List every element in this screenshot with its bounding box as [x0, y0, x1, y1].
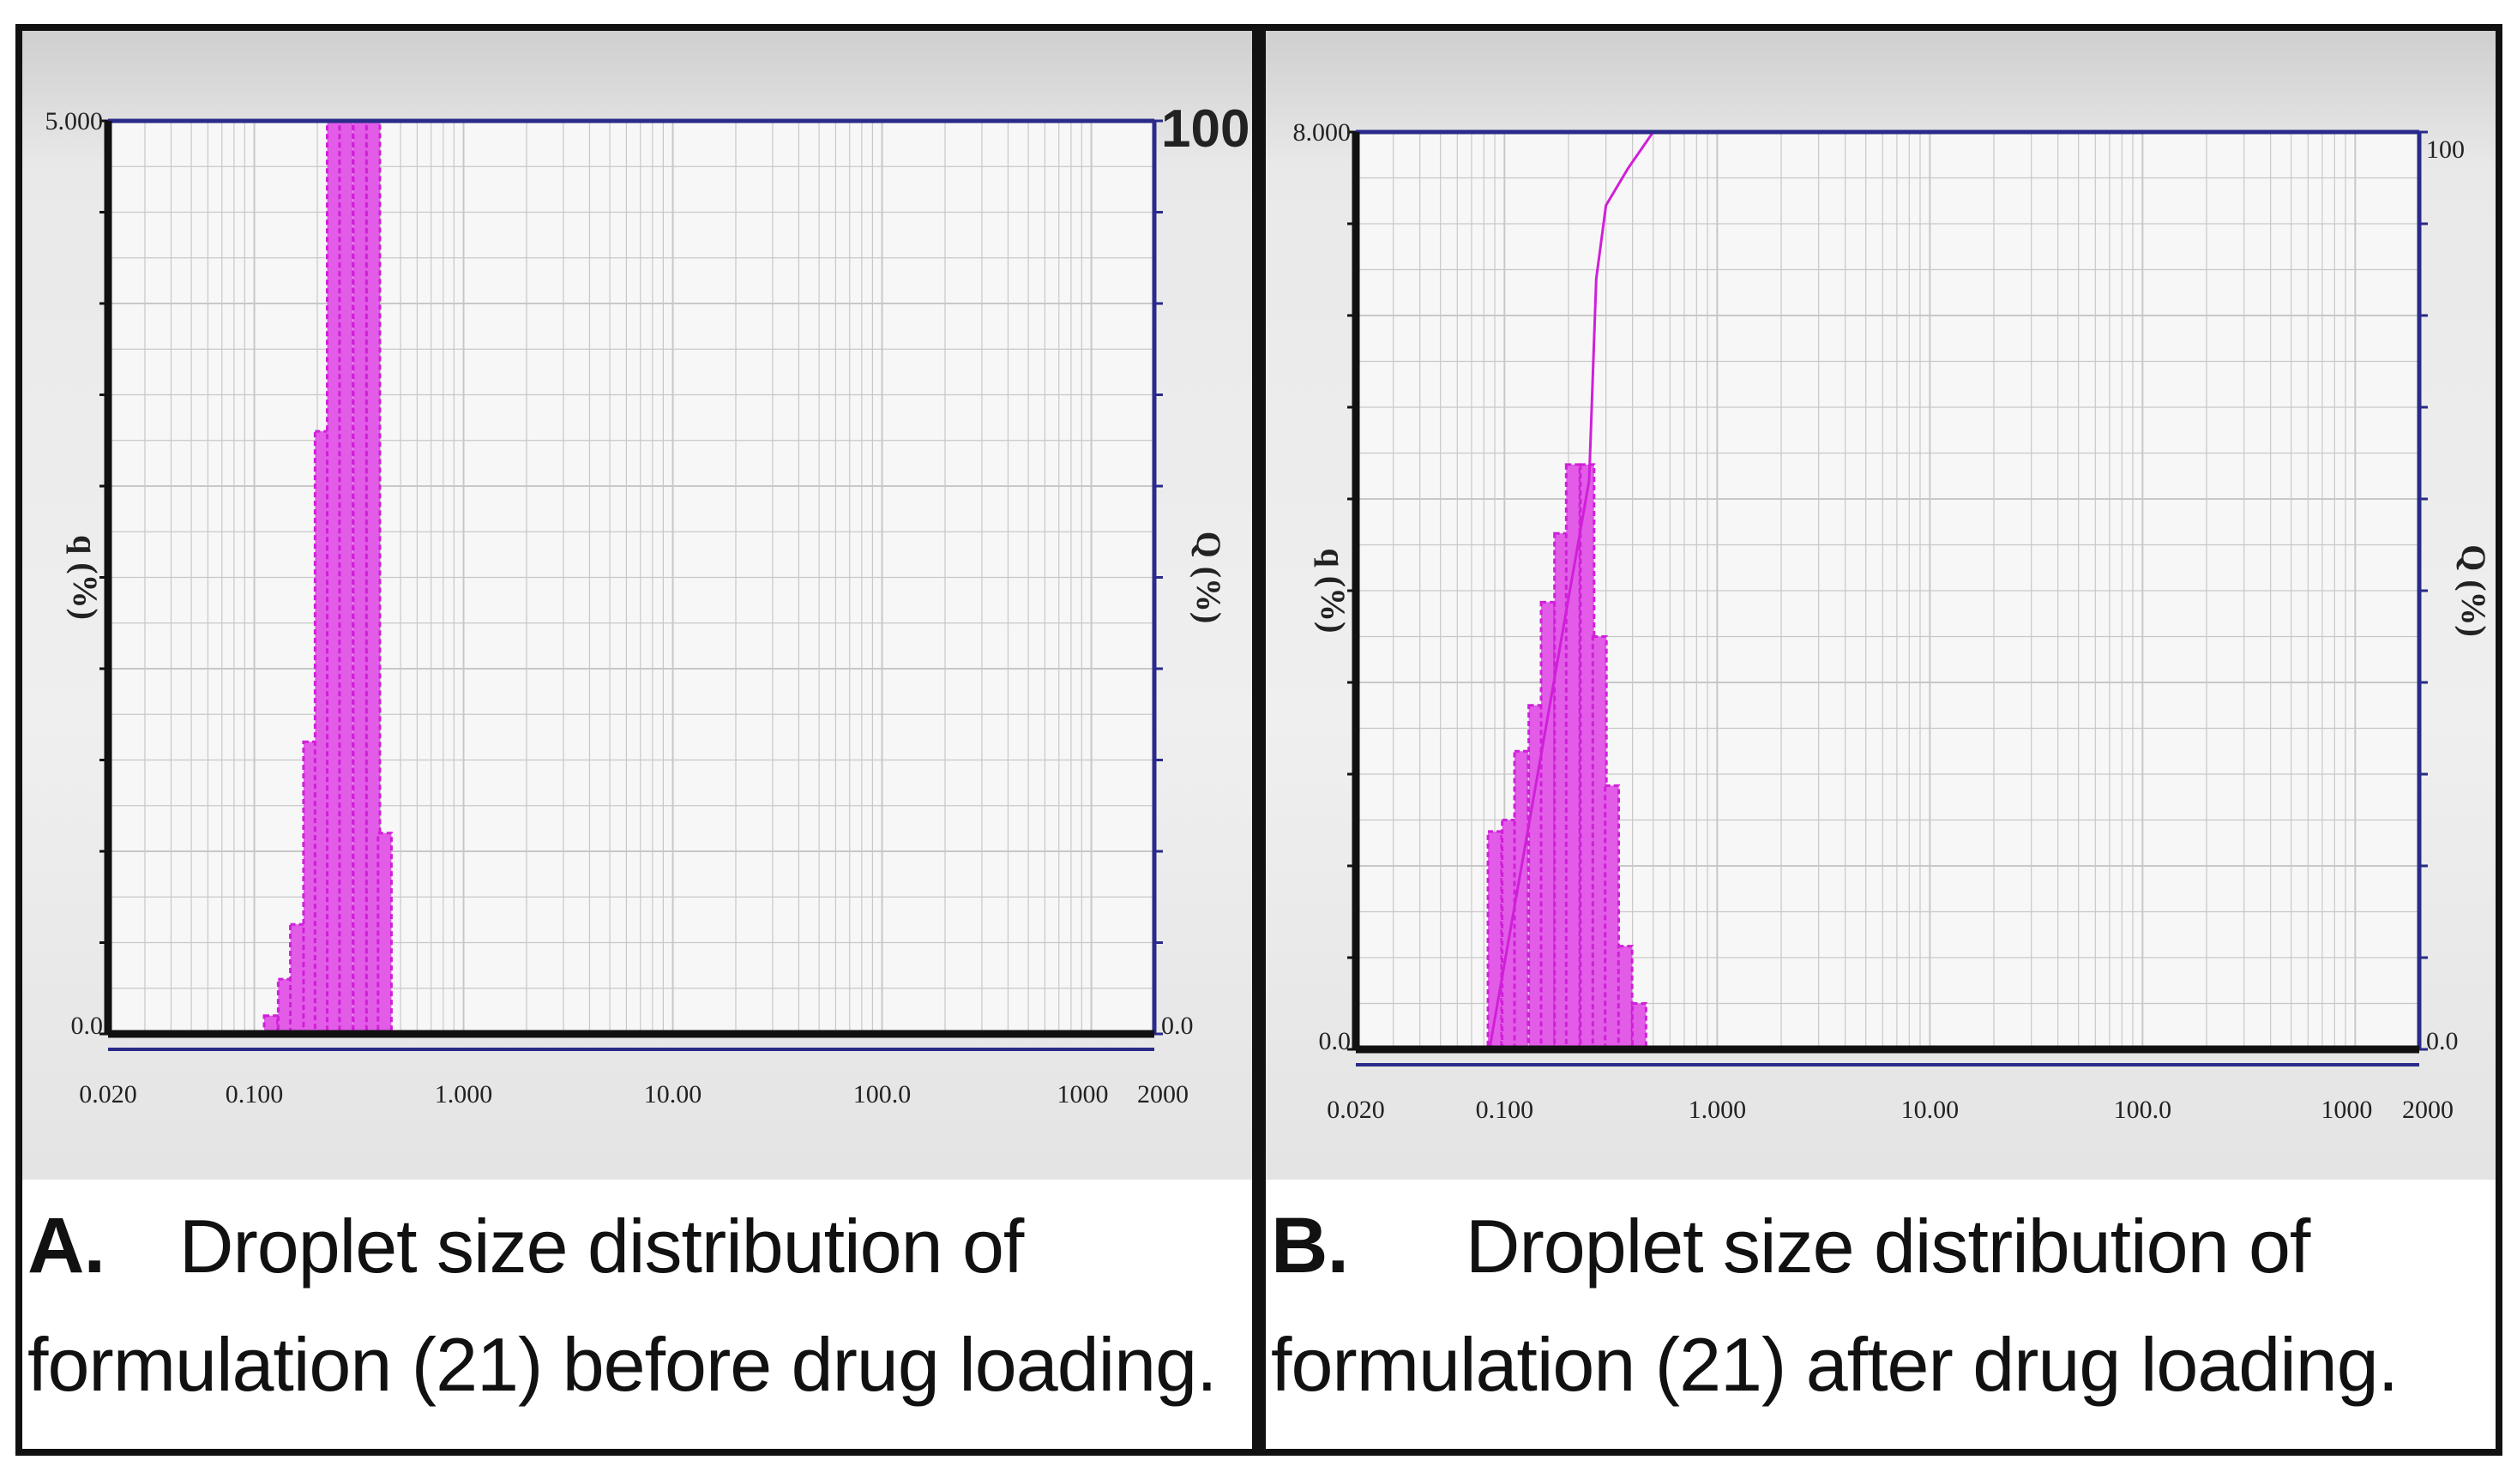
caption-a-line2: formulation (21) before drug loading.	[27, 1322, 1218, 1407]
x-tick-label: 100.0	[853, 1080, 912, 1108]
y-left-top-label: 5.000	[45, 107, 104, 135]
y-left-bottom-label: 0.0	[1319, 1027, 1352, 1055]
y-left-bottom-label: 0.0	[71, 1012, 104, 1040]
bar	[352, 119, 369, 1036]
caption-b-line2: formulation (21) after drug loading.	[1271, 1322, 2399, 1407]
bar	[1617, 945, 1634, 1051]
y-left-axis-title: q (%)	[1314, 549, 1352, 634]
bar	[276, 977, 293, 1036]
x-tick-label: 0.020	[1327, 1096, 1385, 1124]
x-tick-label: 2000	[1137, 1080, 1189, 1108]
x-tick-label: 2000	[2402, 1096, 2454, 1124]
x-tick-label: 1.000	[1689, 1096, 1747, 1124]
chart-b: 0.020 0.100 1.000 10.00 100.0 1000 2000 8.000 0.…	[1293, 118, 2494, 1124]
chart-b-area: 0.020 0.100 1.000 10.00 100.0 1000 2000 8.000 0.…	[1266, 31, 2496, 1180]
y-right-bottom-label: 0.0	[1161, 1012, 1194, 1040]
caption-a: A. Droplet size distribution of formulat…	[22, 1184, 1252, 1441]
bar	[1539, 600, 1557, 1051]
y-right-top-label: 100	[2426, 135, 2465, 164]
panel-b: 0.020 0.100 1.000 10.00 100.0 1000 2000 8.000 0.…	[1259, 24, 2502, 1456]
y-right-bottom-label: 0.0	[2426, 1027, 2459, 1055]
bars	[262, 119, 393, 1036]
x-tick-label: 1000	[2321, 1096, 2372, 1124]
bar	[289, 922, 305, 1036]
caption-a-line1: A. Droplet size distribution of	[27, 1201, 1024, 1291]
caption-b-letter: B.	[1271, 1202, 1349, 1289]
panel-a: 0.020 0.100 1.000 10.00 100.0 1000 2000 5.000 0.…	[15, 24, 1259, 1456]
bars	[1486, 463, 1647, 1051]
bar	[1631, 1002, 1647, 1051]
y-left-axis-title: q (%)	[66, 535, 105, 620]
bar	[313, 430, 330, 1036]
y-left-top-label: 8.000	[1293, 118, 1352, 147]
caption-b-line1: B. Droplet size distribution of	[1271, 1201, 2310, 1291]
bar	[376, 832, 393, 1036]
x-tick-label: 1.000	[435, 1080, 493, 1108]
chart-a: 0.020 0.100 1.000 10.00 100.0 1000 2000 5.000 0.…	[45, 99, 1250, 1108]
cumulative-line	[1488, 131, 1654, 1050]
y-right-top-label: 100	[1161, 99, 1249, 159]
x-tick-label: 10.00	[1901, 1096, 1960, 1124]
caption-a-letter: A.	[27, 1202, 105, 1289]
bar	[338, 119, 355, 1036]
bar	[1604, 784, 1621, 1051]
x-tick-label: 100.0	[2114, 1096, 2172, 1124]
y-right-axis-title: Q (%)	[2454, 544, 2493, 637]
bar	[364, 119, 382, 1036]
x-tick-label: 1000	[1057, 1080, 1109, 1108]
y-right-axis-title: Q (%)	[1189, 532, 1228, 624]
caption-a-text1: Droplet size distribution of	[178, 1204, 1024, 1289]
gridlines	[107, 121, 1155, 1034]
chart-a-area: 0.020 0.100 1.000 10.00 100.0 1000 2000 5.000 0.…	[22, 31, 1252, 1180]
bar	[326, 119, 342, 1036]
x-tick-label: 0.100	[226, 1080, 284, 1108]
caption-b: B. Droplet size distribution of formulat…	[1266, 1184, 2496, 1441]
caption-b-text1: Droplet size distribution of	[1465, 1204, 2310, 1289]
x-tick-label: 0.020	[79, 1080, 137, 1108]
x-tick-label: 0.100	[1476, 1096, 1534, 1124]
x-tick-label: 10.00	[644, 1080, 702, 1108]
